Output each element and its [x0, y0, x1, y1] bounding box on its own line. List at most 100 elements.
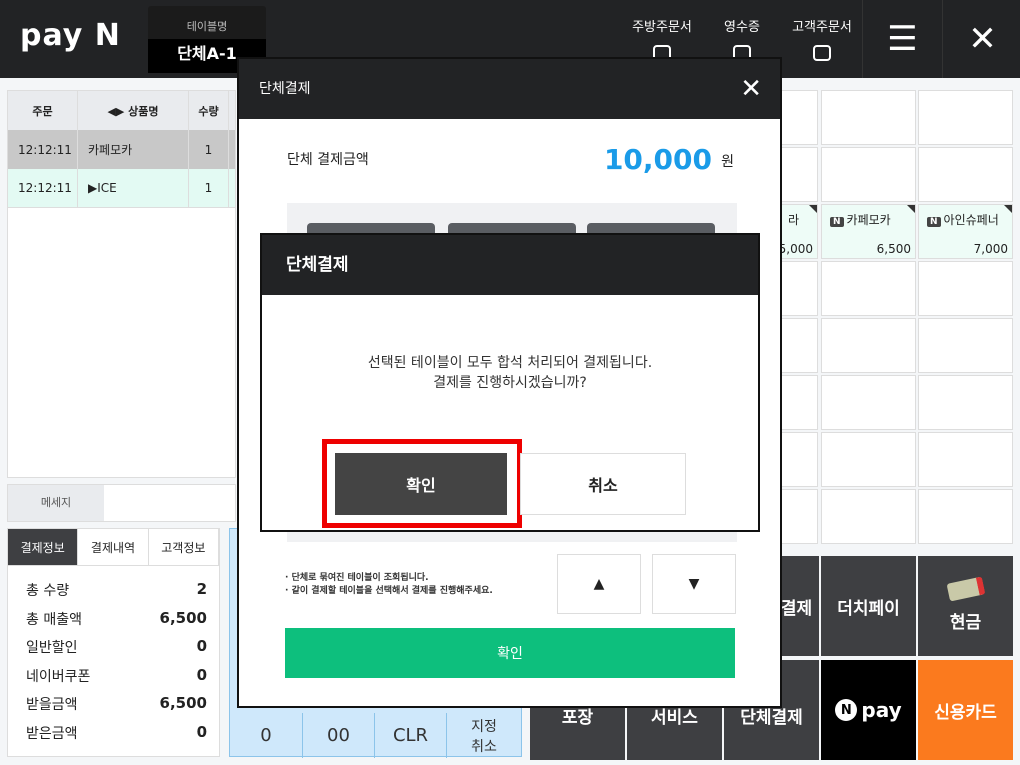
product-cell[interactable]: [821, 90, 916, 145]
amount-unit: 원: [721, 154, 734, 170]
table-row[interactable]: 12:12:11 카페모카 1: [8, 130, 235, 169]
key-clr[interactable]: CLR: [374, 713, 446, 758]
value: 0: [196, 722, 207, 741]
product-cell[interactable]: [821, 375, 916, 430]
up-arrow-icon: ▲: [593, 576, 605, 592]
qty: 1: [189, 169, 229, 207]
naver-n-icon: N: [835, 699, 858, 721]
cash-button[interactable]: 현금: [918, 556, 1013, 656]
label: 총 수량: [26, 583, 70, 599]
scroll-down-button[interactable]: ▼: [652, 554, 736, 614]
note: 같이 결제할 테이블을 선택해서 결제를 진행해주세요.: [291, 586, 493, 596]
highlight-box: [322, 439, 522, 528]
modal-confirm-button[interactable]: 확인: [285, 628, 735, 678]
product-price: 7,000: [973, 242, 1008, 256]
label: 고객주문서: [792, 20, 852, 35]
product-cell[interactable]: [821, 318, 916, 373]
col-product[interactable]: ◀▶ 상품명: [78, 91, 189, 130]
value: 6,500: [159, 694, 207, 712]
label: 현금: [949, 612, 982, 633]
qty: 1: [189, 130, 229, 169]
table-name-box: 테이블명 단체A-1: [148, 6, 266, 73]
dialog-message: 선택된 테이블이 모두 합석 처리되어 결제됩니다. 결제를 진행하시겠습니까?: [262, 353, 758, 393]
label: 받은금액: [26, 725, 78, 742]
order-table: 주문 ◀▶ 상품명 수량 12:12:11 카페모카 1 12:12:11 ▶I…: [7, 90, 236, 478]
col-qty: 수량: [189, 91, 229, 130]
product-cell[interactable]: [918, 147, 1013, 202]
label: 결제: [780, 598, 813, 619]
product-cell[interactable]: [821, 432, 916, 487]
product-cell[interactable]: [821, 261, 916, 316]
label: 포장: [561, 707, 594, 728]
product-cell[interactable]: [918, 261, 1013, 316]
value: 0: [196, 637, 207, 655]
menu-icon: ☰: [887, 19, 918, 59]
close-app-button[interactable]: ✕: [942, 0, 1020, 78]
close-icon: ✕: [968, 19, 997, 59]
label: 네이버쿠폰: [26, 668, 91, 685]
menu-button[interactable]: ☰: [862, 0, 942, 78]
cash-icon: [946, 575, 985, 602]
key-0[interactable]: 0: [260, 725, 272, 746]
product-name: 라: [788, 213, 800, 227]
product-cell[interactable]: [918, 318, 1013, 373]
credit-card-button[interactable]: 신용카드: [918, 660, 1013, 760]
key-cancel-assign[interactable]: 지정 취소: [446, 713, 521, 758]
product-cell[interactable]: N 카페모카 6,500: [821, 204, 916, 259]
amount-value: 10,000: [603, 143, 712, 176]
product-cell[interactable]: [821, 489, 916, 544]
table-name: 단체A-1: [148, 39, 266, 73]
product-cell[interactable]: [821, 147, 916, 202]
label: pay: [861, 698, 902, 722]
label: 서비스: [651, 707, 698, 728]
label: 받을금액: [26, 697, 78, 713]
label: 총 매출액: [26, 611, 82, 628]
receipt-print-button[interactable]: 영수증: [702, 16, 782, 61]
info-tabs: 결제정보 결제내역 고객정보: [7, 528, 220, 566]
product-cell[interactable]: [918, 375, 1013, 430]
modal-title: 단체결제: [259, 81, 311, 97]
label: 주방주문서: [632, 20, 692, 35]
product-cell[interactable]: [918, 489, 1013, 544]
scroll-up-button[interactable]: ▲: [557, 554, 641, 614]
product-name: 아인슈페너: [943, 213, 999, 227]
table-row[interactable]: 12:12:11 ▶ICE 1: [8, 169, 235, 208]
message-line: 선택된 테이블이 모두 합석 처리되어 결제됩니다.: [367, 355, 653, 371]
message-field[interactable]: 메세지: [7, 484, 236, 522]
tab-payment-info[interactable]: 결제정보: [8, 529, 79, 565]
down-arrow-icon: ▼: [688, 576, 700, 592]
value: 2: [196, 580, 207, 598]
kitchen-order-print-button[interactable]: 주방주문서: [622, 16, 702, 61]
dialog-cancel-button[interactable]: 취소: [520, 453, 686, 515]
table-label: 테이블명: [186, 20, 228, 33]
dialog-title: 단체결제: [262, 235, 758, 295]
product-price: 5,000: [778, 242, 813, 256]
value: 0: [196, 665, 207, 684]
product-cell[interactable]: [918, 90, 1013, 145]
logo: pay N: [20, 18, 121, 53]
payment-info: 총 수량 2 총 매출액 6,500 일반할인 0 네이버쿠폰 0 받을금액 6,500 …: [7, 566, 220, 757]
close-icon[interactable]: ✕: [740, 74, 762, 104]
product-name: 카페모카: [846, 213, 891, 227]
product-price: 6,500: [876, 242, 911, 256]
order-time: 12:12:11: [8, 169, 78, 207]
product-cell[interactable]: N 아인슈페너 7,000: [918, 204, 1013, 259]
dialog-confirm-button[interactable]: 확인: [335, 453, 507, 515]
product-cell[interactable]: [918, 432, 1013, 487]
notes: · 단체로 묶여진 테이블이 조회됩니다. · 같이 결제할 테이블을 선택해서…: [285, 573, 493, 596]
printer-icon: [813, 45, 831, 61]
label: 영수증: [724, 20, 760, 35]
tab-payment-history[interactable]: 결제내역: [78, 529, 149, 565]
value: 6,500: [159, 608, 207, 627]
naver-badge-icon: N: [830, 217, 844, 227]
dutch-pay-button[interactable]: 더치페이: [821, 556, 916, 656]
confirm-dialog: 단체결제 선택된 테이블이 모두 합석 처리되어 결제됩니다. 결제를 진행하시…: [260, 233, 760, 532]
tab-customer-info[interactable]: 고객정보: [149, 529, 219, 565]
label: 신용카드: [934, 702, 997, 723]
key-00[interactable]: 00: [302, 713, 374, 758]
modal-header: 단체결제 ✕: [239, 59, 780, 119]
message-line: 결제를 진행하시겠습니까?: [433, 375, 587, 391]
customer-order-print-button[interactable]: 고객주문서: [782, 16, 862, 61]
message-label: 메세지: [8, 485, 104, 521]
